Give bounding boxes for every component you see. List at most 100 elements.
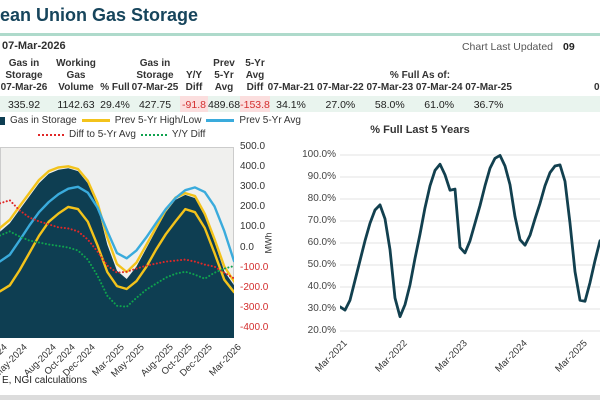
storage-chart-plot [0, 147, 236, 343]
pct-date-value: 34.1% [276, 99, 306, 111]
summary-column-header-line: Storage [5, 70, 43, 81]
pct-date-header: 07-Mar-22 [317, 82, 364, 93]
summary-column-header-line [180, 58, 208, 70]
storage-chart-legend-row-2: Diff to 5-Yr Avg Y/Y Diff [38, 129, 205, 140]
summary-column: Gas in Storage 07-Mar-25 [130, 58, 180, 94]
chart-last-updated-label: Chart Last Updated [461, 41, 553, 53]
clipped-next-column: 0 [594, 82, 600, 93]
storage-chart-y-tick: 0.0 [240, 241, 254, 253]
legend-label-prev-5yr-avg: Prev 5-Yr Avg [239, 115, 301, 126]
summary-column-header-line: Prev [213, 58, 235, 69]
as-of-date: 07-Mar-2026 [2, 40, 66, 52]
storage-chart-y-tick: -100.0 [240, 261, 269, 273]
pct-full-chart-x-tick: Mar-2023 [433, 338, 470, 375]
summary-column-header-line: Avg [245, 70, 265, 81]
source-note: E, NGI calculations [2, 375, 88, 386]
summary-column-header-line [98, 58, 132, 70]
storage-chart-y-tick: 100.0 [240, 221, 266, 233]
summary-column-header-line: 5-Yr [214, 70, 234, 81]
pct-full-chart-title: % Full Last 5 Years [370, 124, 470, 136]
pct-full-as-of-label: % Full As of: [389, 70, 451, 81]
storage-chart-y-tick: 300.0 [240, 181, 266, 193]
legend-swatch-diff-to-5yr-avg [38, 133, 64, 136]
summary-column-header-line: Gas in [8, 58, 40, 69]
summary-column-header-line: Diff [246, 82, 264, 93]
pct-date-header: 07-Mar-23 [366, 82, 414, 93]
pct-date-value: 36.7% [473, 99, 504, 111]
summary-column: Y/Y Diff [180, 58, 208, 94]
legend-label-yy-diff: Y/Y Diff [171, 129, 206, 140]
summary-column-header-line: Diff [185, 82, 203, 93]
pct-full-chart-y-tick: 40.0% [307, 281, 336, 292]
summary-column-value: 489.68 [208, 99, 241, 111]
storage-chart-y-tick: 500.0 [240, 141, 266, 152]
summary-column-header-line: 07-Mar-26 [0, 82, 48, 93]
pct-date-header: 07-Mar-21 [267, 82, 315, 93]
negative-cell-highlight [180, 96, 208, 112]
summary-column: Gas in Storage 07-Mar-26 [0, 58, 48, 94]
summary-column-value: 1142.63 [57, 99, 95, 111]
pct-full-chart-y-tick: 20.0% [307, 325, 336, 336]
chart-last-updated-value: 09 [563, 41, 575, 53]
summary-column-header-line: Avg [214, 82, 234, 93]
summary-column: % Full [98, 58, 132, 94]
pct-full-chart-x-tick: Mar-2022 [373, 338, 410, 375]
storage-chart-y-tick: 200.0 [240, 201, 266, 213]
summary-column-header-line: Volume [58, 82, 94, 93]
summary-column: Working Gas Volume [48, 58, 104, 94]
pct-full-chart-x-tick: Mar-2025 [553, 338, 590, 375]
summary-value-row-stripe [0, 96, 600, 112]
pct-date-column: 07-Mar-21 [267, 82, 315, 94]
summary-column-value: 427.75 [138, 99, 172, 111]
summary-column: 5-Yr Avg Diff [240, 58, 270, 94]
pct-full-chart-y-tick: 90.0% [307, 171, 336, 182]
storage-chart-svg [0, 147, 236, 338]
pct-full-chart-y-tick: 60.0% [307, 237, 336, 248]
pct-date-value: 27.0% [325, 99, 356, 111]
summary-column-header-line: Working [56, 58, 96, 69]
title-divider [0, 33, 600, 36]
summary-column-header-line [98, 70, 132, 82]
pct-full-chart-y-tick: 100.0% [302, 149, 336, 160]
pct-full-chart-y-tick: 70.0% [307, 215, 336, 226]
summary-column-header-line: Gas [66, 70, 86, 81]
pct-full-chart-plot [338, 145, 600, 345]
legend-label-gas-in-storage: Gas in Storage [10, 115, 77, 126]
pct-date-column: 07-Mar-22 [316, 82, 364, 94]
storage-chart-y-tick: -300.0 [240, 301, 269, 313]
summary-column-header-line: Y/Y [185, 70, 203, 81]
legend-swatch-prev-5yr-highlow [81, 119, 110, 122]
storage-chart-legend-row-1: Gas in Storage Prev 5-Yr High/Low Prev 5… [0, 115, 301, 126]
summary-column: Prev 5-Yr Avg [208, 58, 240, 94]
pct-full-chart-svg [338, 153, 600, 332]
legend-swatch-gas-in-storage [0, 116, 5, 125]
legend-label-diff-to-5yr-avg: Diff to 5-Yr Avg [69, 129, 136, 140]
legend-swatch-yy-diff [140, 133, 167, 136]
summary-column-header-line: 5-Yr [245, 58, 265, 69]
pct-date-column: 07-Mar-25 [465, 82, 513, 94]
negative-cell-highlight [240, 96, 270, 112]
bottom-divider [0, 395, 600, 400]
mwh-axis-label: MWh [263, 232, 274, 254]
summary-column-header-line: Gas in [139, 58, 171, 69]
pct-date-column: 07-Mar-24 [415, 82, 463, 94]
summary-column-header-line: % Full [100, 82, 130, 93]
pct-date-column: 07-Mar-23 [366, 82, 414, 94]
pct-full-chart-y-tick: 50.0% [307, 259, 336, 270]
legend-swatch-prev-5yr-avg [206, 119, 235, 122]
pct-full-chart-x-tick: Mar-2024 [493, 338, 530, 375]
storage-chart-y-tick: 400.0 [240, 161, 266, 173]
storage-chart-y-tick: -400.0 [240, 321, 269, 333]
pct-full-chart-x-tick: Mar-2021 [313, 338, 350, 375]
pct-date-value: 58.0% [374, 99, 405, 111]
storage-chart-y-tick: -200.0 [240, 281, 269, 293]
pct-date-value: 61.0% [424, 99, 455, 111]
pct-date-header: 07-Mar-24 [415, 82, 463, 93]
page-title: ean Union Gas Storage [0, 5, 199, 25]
pct-date-header: 07-Mar-25 [465, 82, 512, 93]
summary-column-value: -153.8 [240, 99, 270, 111]
summary-column-value: -91.8 [182, 99, 206, 111]
summary-column-header-line: Storage [136, 70, 174, 81]
summary-column-value: 335.92 [7, 99, 41, 111]
